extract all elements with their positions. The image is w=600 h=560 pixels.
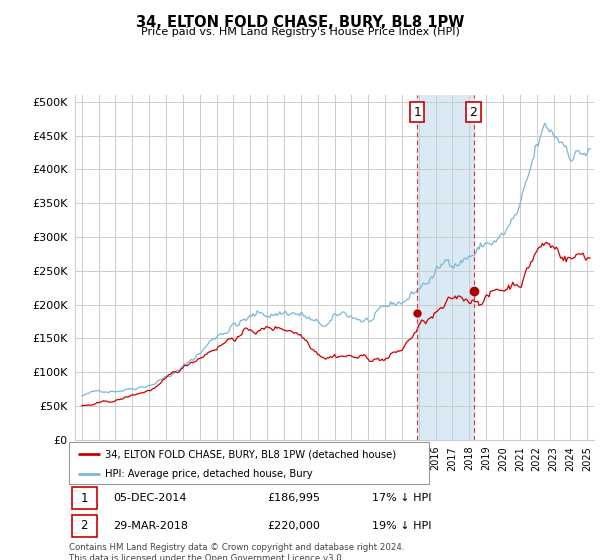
Text: 34, ELTON FOLD CHASE, BURY, BL8 1PW (detached house): 34, ELTON FOLD CHASE, BURY, BL8 1PW (det… — [105, 449, 396, 459]
Text: Price paid vs. HM Land Registry's House Price Index (HPI): Price paid vs. HM Land Registry's House … — [140, 27, 460, 37]
Text: 05-DEC-2014: 05-DEC-2014 — [113, 493, 187, 503]
Text: HPI: Average price, detached house, Bury: HPI: Average price, detached house, Bury — [105, 469, 313, 479]
FancyBboxPatch shape — [69, 442, 429, 484]
Text: 19% ↓ HPI: 19% ↓ HPI — [372, 521, 431, 531]
Text: 2: 2 — [470, 106, 478, 119]
Text: 29-MAR-2018: 29-MAR-2018 — [113, 521, 188, 531]
Text: 1: 1 — [413, 106, 421, 119]
Text: 17% ↓ HPI: 17% ↓ HPI — [372, 493, 431, 503]
Bar — [418, 95, 473, 440]
Text: Contains HM Land Registry data © Crown copyright and database right 2024.
This d: Contains HM Land Registry data © Crown c… — [69, 543, 404, 560]
FancyBboxPatch shape — [71, 487, 97, 509]
Text: 34, ELTON FOLD CHASE, BURY, BL8 1PW: 34, ELTON FOLD CHASE, BURY, BL8 1PW — [136, 15, 464, 30]
Text: £186,995: £186,995 — [268, 493, 320, 503]
FancyBboxPatch shape — [71, 515, 97, 536]
Text: £220,000: £220,000 — [268, 521, 320, 531]
Text: 2: 2 — [80, 519, 88, 532]
Text: 1: 1 — [80, 492, 88, 505]
